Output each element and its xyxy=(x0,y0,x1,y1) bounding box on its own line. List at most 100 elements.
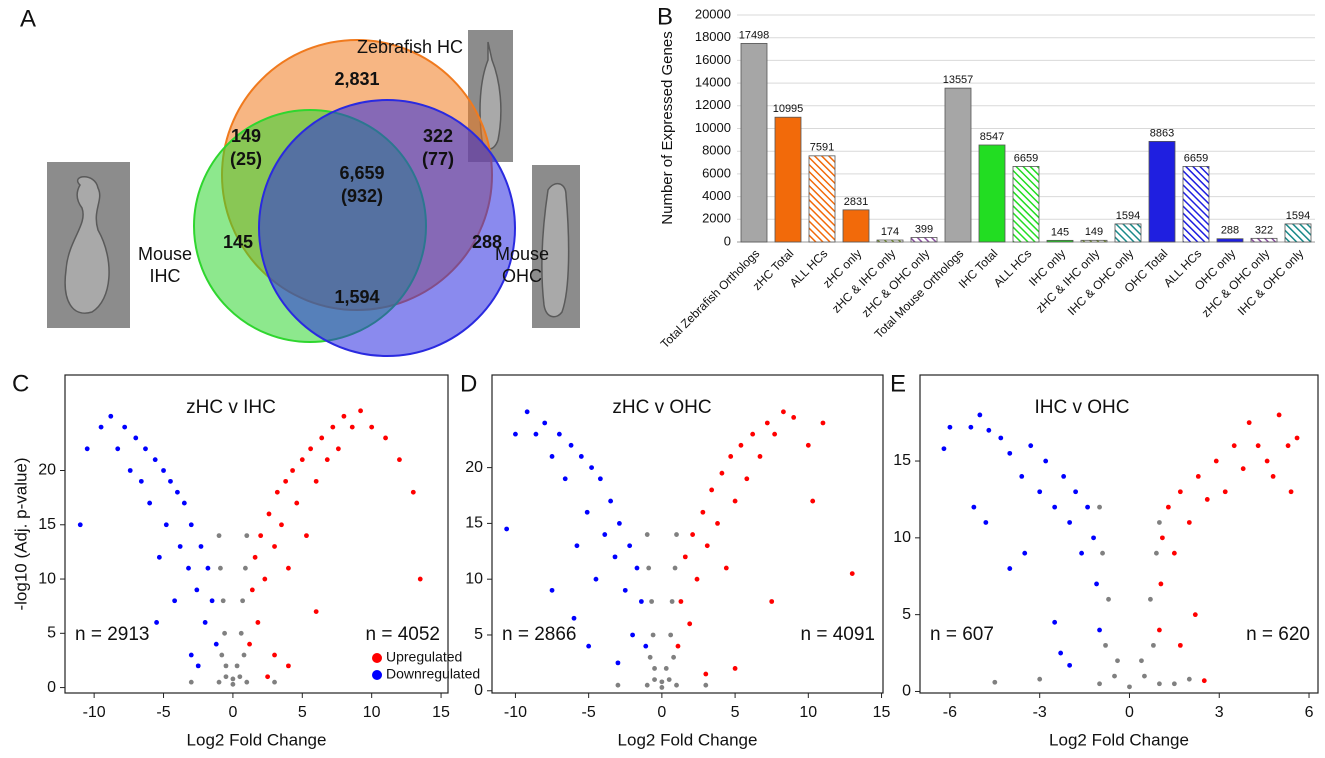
point xyxy=(1079,550,1084,556)
bar xyxy=(876,239,904,243)
y-tick-label: 8000 xyxy=(702,143,731,158)
point xyxy=(542,420,548,426)
x-tick-label: -10 xyxy=(83,704,106,721)
point xyxy=(1165,504,1171,510)
point xyxy=(772,431,778,437)
point xyxy=(1270,473,1276,479)
bar xyxy=(1250,237,1278,243)
y-tick-label: 0 xyxy=(724,233,731,248)
point xyxy=(709,487,715,493)
point xyxy=(1037,489,1043,495)
point xyxy=(1192,612,1198,618)
bar xyxy=(1148,141,1176,243)
annotation: n = 620 xyxy=(1246,624,1310,645)
point xyxy=(1106,596,1111,602)
point xyxy=(168,478,173,484)
point xyxy=(1103,642,1108,648)
point xyxy=(417,576,423,582)
bar xyxy=(1182,166,1210,243)
bar xyxy=(1046,239,1074,243)
point xyxy=(568,442,574,448)
y-tick-label: 20 xyxy=(465,459,483,476)
point xyxy=(549,454,555,459)
point xyxy=(791,415,797,420)
point xyxy=(1100,550,1105,556)
x-axis-label: Log2 Fold Change xyxy=(187,730,327,749)
x-tick-label: -10 xyxy=(504,704,527,721)
set-label: Zebrafish HC xyxy=(357,37,463,57)
annotation: n = 2913 xyxy=(75,624,150,645)
set-label: Mouse OHC xyxy=(494,244,550,286)
point xyxy=(669,599,675,604)
point xyxy=(666,677,672,683)
point xyxy=(1058,650,1064,656)
point xyxy=(209,598,215,604)
point xyxy=(1156,681,1162,687)
point xyxy=(1097,681,1102,687)
point xyxy=(612,554,618,560)
point xyxy=(313,478,319,484)
point xyxy=(1043,458,1049,464)
region-subcount: (932) xyxy=(341,186,383,206)
point xyxy=(163,522,169,528)
point xyxy=(615,660,621,666)
point xyxy=(283,478,289,484)
point xyxy=(308,446,314,452)
point xyxy=(1171,550,1177,556)
point xyxy=(84,446,90,452)
point xyxy=(1097,504,1102,510)
point xyxy=(977,412,983,418)
point xyxy=(1091,535,1096,541)
region-count: 145 xyxy=(223,232,253,252)
point xyxy=(615,682,621,688)
y-tick-label: 5 xyxy=(47,625,56,642)
point xyxy=(674,532,679,537)
point xyxy=(216,533,222,539)
point xyxy=(700,509,706,515)
region-subcount: (25) xyxy=(230,149,262,169)
point xyxy=(1085,504,1090,510)
point xyxy=(1276,412,1282,418)
bar-value-label: 1594 xyxy=(1116,210,1140,222)
point xyxy=(156,554,162,560)
point xyxy=(687,621,693,627)
point xyxy=(1156,627,1162,633)
point xyxy=(255,620,261,625)
point xyxy=(589,465,594,471)
set-label: Mouse IHC xyxy=(137,244,193,286)
point xyxy=(1019,473,1025,479)
point xyxy=(147,500,153,506)
point xyxy=(820,420,826,426)
point xyxy=(1073,489,1079,495)
point xyxy=(175,489,180,495)
point xyxy=(383,435,388,441)
point xyxy=(1007,450,1013,456)
point xyxy=(240,598,246,604)
bar-value-label: 399 xyxy=(915,223,933,235)
point xyxy=(242,565,248,571)
point xyxy=(941,446,947,452)
point xyxy=(115,446,121,452)
region-count: 1,594 xyxy=(334,287,379,307)
point xyxy=(571,615,577,621)
annotation: n = 4052 xyxy=(366,624,441,645)
point xyxy=(1097,627,1102,633)
point xyxy=(719,470,725,476)
point xyxy=(244,533,250,539)
point xyxy=(1177,489,1183,495)
point xyxy=(947,424,953,430)
y-axis-label: Number of Expressed Genes xyxy=(659,31,676,224)
bar-value-label: 17498 xyxy=(739,29,770,41)
plot-title: zHC v OHC xyxy=(612,397,711,418)
point xyxy=(1288,489,1294,495)
y-tick-label: 0 xyxy=(47,679,56,696)
point xyxy=(608,498,614,504)
point xyxy=(194,587,200,593)
point xyxy=(272,544,277,549)
point xyxy=(222,630,227,636)
point xyxy=(237,674,243,680)
point xyxy=(586,643,592,649)
bar-value-label: 288 xyxy=(1221,225,1239,237)
point xyxy=(216,679,222,685)
point xyxy=(195,663,201,669)
